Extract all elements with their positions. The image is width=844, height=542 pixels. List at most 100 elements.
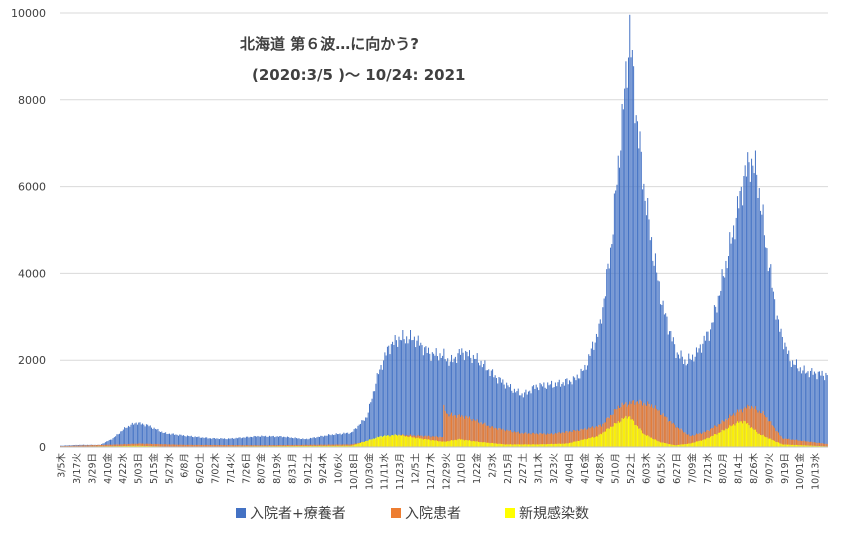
bar <box>822 371 823 447</box>
bar <box>615 191 616 447</box>
bar <box>398 435 399 447</box>
bar <box>455 440 456 447</box>
bar <box>665 416 666 447</box>
x-tick-label: 2/27土 <box>517 453 529 484</box>
x-tick-label: 4/16金 <box>579 453 591 484</box>
bar <box>725 429 726 447</box>
bar <box>613 426 614 447</box>
bar <box>607 428 608 447</box>
x-tick-label: 10/30金 <box>363 453 375 490</box>
bar <box>624 418 625 447</box>
bar <box>602 433 603 447</box>
bar <box>423 355 424 447</box>
bar <box>404 436 405 447</box>
bar <box>402 435 403 447</box>
bar <box>628 58 629 448</box>
bar <box>806 373 807 447</box>
bar <box>787 354 788 447</box>
bar <box>559 444 560 447</box>
bar <box>573 442 574 447</box>
legend-swatch <box>505 508 515 518</box>
bar <box>631 419 632 447</box>
bar <box>756 432 757 447</box>
bar <box>419 346 420 447</box>
bar <box>382 437 383 447</box>
bar <box>736 423 737 447</box>
bar <box>498 444 499 447</box>
bar <box>772 288 773 447</box>
bar <box>788 351 789 447</box>
bar <box>393 435 394 447</box>
bar <box>427 353 428 447</box>
bar <box>666 417 667 447</box>
bar <box>369 439 370 447</box>
bar <box>428 348 429 447</box>
bar <box>727 429 728 447</box>
bar <box>706 438 707 447</box>
bar <box>738 208 739 447</box>
bar <box>640 131 641 447</box>
bar <box>364 442 365 447</box>
bar <box>759 188 760 447</box>
bar <box>697 352 698 447</box>
bar <box>802 370 803 447</box>
bar <box>670 421 671 447</box>
bar <box>700 440 701 447</box>
bar <box>649 436 650 447</box>
bar <box>628 417 629 447</box>
bar <box>763 204 764 447</box>
bar <box>692 443 693 447</box>
bar <box>447 441 448 447</box>
bar <box>651 438 652 447</box>
bar <box>441 442 442 447</box>
bar <box>360 443 361 447</box>
bar <box>384 352 385 447</box>
bar <box>434 441 435 447</box>
bar <box>579 441 580 447</box>
bar <box>629 416 630 447</box>
bar <box>690 444 691 447</box>
bar <box>604 432 605 447</box>
bar <box>722 430 723 447</box>
bar <box>470 441 471 447</box>
bar <box>391 344 392 447</box>
bar <box>784 343 785 447</box>
bar <box>616 185 617 447</box>
bar <box>654 439 655 447</box>
bar <box>622 104 623 447</box>
bar <box>381 436 382 447</box>
x-tick-label: 4/04日 <box>564 453 575 484</box>
bar <box>146 424 147 447</box>
bar <box>445 411 446 447</box>
y-tick-label: 4000 <box>18 267 46 280</box>
bar <box>674 425 675 447</box>
bar <box>679 429 680 447</box>
bar <box>707 332 708 447</box>
bar <box>749 162 750 447</box>
bar <box>611 427 612 447</box>
x-tick-label: 3/23火 <box>549 453 560 484</box>
x-tick-label: 8/31月 <box>287 453 298 484</box>
bar <box>704 439 705 447</box>
bar <box>801 373 802 447</box>
bar <box>823 376 824 447</box>
x-tick-label: 9/24木 <box>317 453 329 484</box>
bar <box>387 347 388 447</box>
legend-item: 入院者+療養者 <box>236 505 346 522</box>
bar <box>775 442 776 447</box>
bar <box>799 371 800 447</box>
bar <box>416 438 417 447</box>
bar <box>440 441 441 447</box>
bar <box>605 432 606 447</box>
bar <box>414 337 415 447</box>
bar <box>652 439 653 447</box>
bar <box>377 373 378 447</box>
bar <box>139 422 140 447</box>
bar <box>656 440 657 447</box>
bar <box>761 435 762 447</box>
bar <box>386 436 387 447</box>
bar <box>677 427 678 447</box>
x-tick-label: 4/28水 <box>594 453 606 484</box>
bar <box>445 442 446 447</box>
bar <box>145 426 146 447</box>
